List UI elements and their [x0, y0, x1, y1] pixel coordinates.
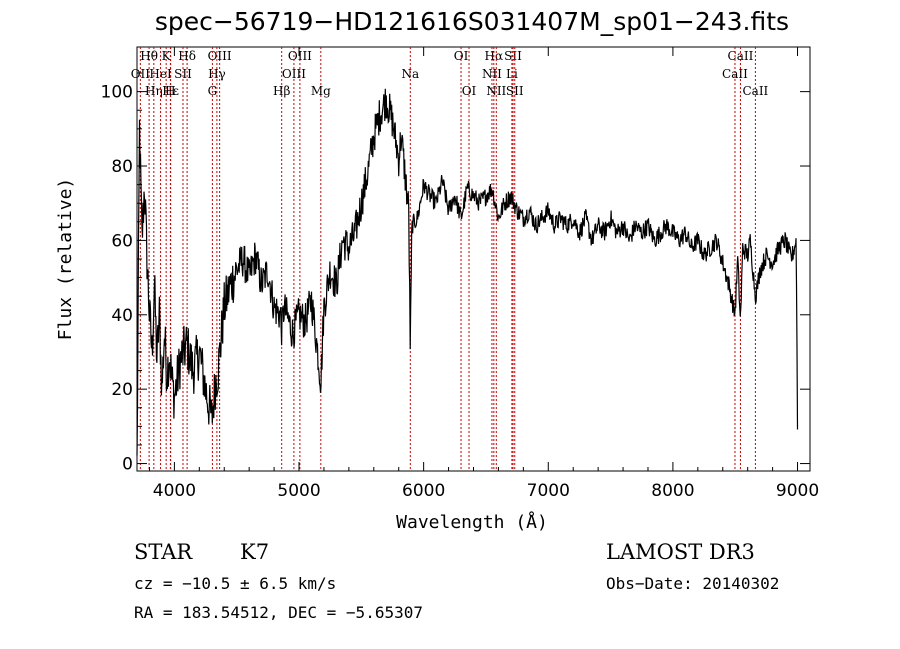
line-marker-label: CaII	[742, 84, 768, 98]
x-tick-label: 8000	[651, 481, 694, 501]
axis-ticks: 4000 5000 6000 7000 8000 9000 0 20 40 60 80 100	[101, 47, 819, 501]
line-marker-label: OIII	[288, 49, 312, 63]
line-marker-label: G	[208, 84, 218, 98]
line-marker-label: NII	[482, 67, 502, 81]
line-marker-label: OII	[131, 67, 151, 81]
x-axis-label: Wavelength (Å)	[396, 511, 548, 533]
y-tick-label: 80	[111, 157, 133, 177]
y-tick-label: 60	[111, 231, 133, 251]
line-marker-label: SII	[504, 49, 522, 63]
line-marker-label: HeI	[149, 67, 172, 81]
line-marker-label: SII	[506, 84, 524, 98]
coordinates: RA = 183.54512, DEC = −5.65307	[134, 603, 423, 622]
line-marker-label: Na	[401, 67, 419, 81]
line-marker-label: NII	[486, 84, 506, 98]
y-tick-label: 40	[111, 306, 133, 326]
y-tick-label: 0	[122, 455, 133, 475]
spectrum-line	[136, 88, 799, 456]
x-tick-label: 7000	[527, 481, 570, 501]
line-marker-label: Hθ	[140, 49, 158, 63]
line-marker-label: Mg	[311, 84, 331, 98]
y-tick-label: 100	[101, 83, 133, 103]
x-tick-label: 9000	[776, 481, 819, 501]
line-marker-label: OIII	[208, 49, 232, 63]
x-tick-label: 6000	[402, 481, 445, 501]
y-tick-label: 20	[111, 380, 133, 400]
line-marker-label: OI	[454, 49, 469, 63]
line-marker-label: Hδ	[178, 49, 196, 63]
object-type: STAR	[134, 540, 193, 564]
spectral-subclass: K7	[240, 540, 270, 564]
line-marker-label: K	[162, 49, 172, 63]
line-marker-label: Li	[506, 67, 518, 81]
line-marker-label: Hη	[145, 84, 163, 98]
redshift-value: cz = −10.5 ± 6.5 km/s	[134, 574, 337, 593]
line-marker-label: H	[165, 84, 175, 98]
line-marker-label: CaII	[722, 67, 748, 81]
line-marker-label: SII	[174, 67, 192, 81]
x-tick-label: 4000	[153, 481, 196, 501]
line-marker-label: CaII	[728, 49, 754, 63]
line-marker-label: Hγ	[208, 67, 226, 81]
chart-title: spec−56719−HD121616S031407M_sp01−243.fit…	[155, 7, 789, 36]
line-marker-label: OI	[462, 84, 477, 98]
plot-frame	[136, 46, 811, 472]
line-marker-label: OIII	[282, 67, 306, 81]
observation-date: Obs−Date: 20140302	[606, 574, 780, 593]
line-marker-label: Hα	[485, 49, 504, 63]
y-axis-label: Flux (relative)	[55, 178, 76, 341]
survey-name: LAMOST DR3	[606, 540, 755, 564]
x-tick-label: 5000	[277, 481, 320, 501]
line-marker-label: Hβ	[273, 84, 290, 98]
